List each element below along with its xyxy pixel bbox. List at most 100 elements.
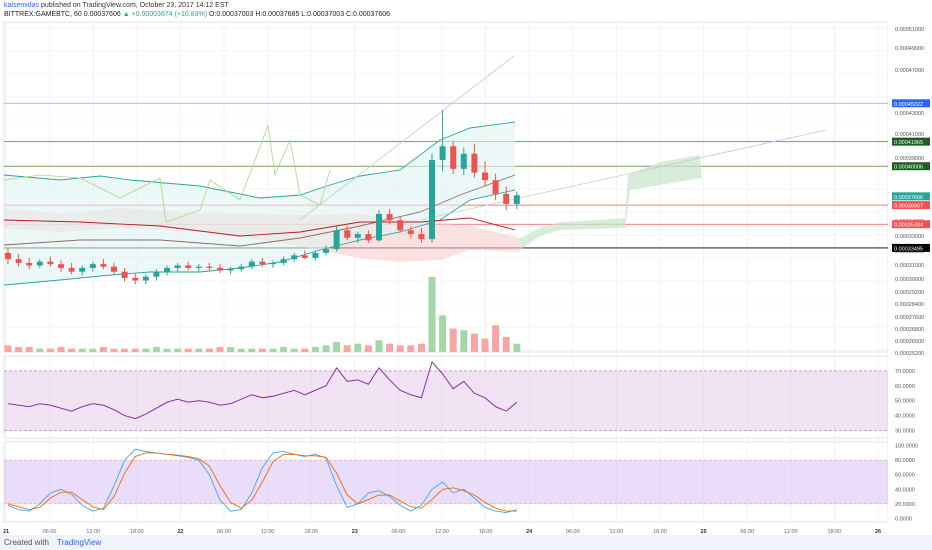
time-tick-label: 22 — [177, 529, 183, 535]
volume-bar — [195, 348, 203, 352]
volume-bar — [343, 345, 351, 352]
volume-bar — [205, 348, 213, 352]
candle-body — [344, 230, 351, 238]
publisher-line: kalsemidas published on TradingView.com,… — [4, 1, 229, 10]
candle-body — [248, 261, 255, 267]
candle-body — [132, 277, 139, 281]
price-marker-label: 0.00045022 — [894, 102, 923, 108]
volume-bar — [502, 337, 510, 352]
volume-bars — [4, 277, 521, 352]
price-tick-label: 0.00041000 — [895, 132, 924, 138]
volume-bar — [110, 348, 118, 352]
price-tick-label: 0.00026000 — [895, 339, 924, 345]
cloud-bullish — [520, 155, 702, 250]
volume-bar — [121, 348, 129, 352]
candle-body — [5, 252, 11, 260]
volume-bar — [439, 315, 447, 352]
candle-body — [185, 265, 192, 268]
price-tick-label: 0.00039000 — [895, 156, 924, 162]
price-marker-label: 0.00033495 — [894, 246, 923, 252]
stochastic-pane[interactable] — [4, 448, 888, 514]
time-tick-label: 18:00 — [304, 529, 318, 535]
volume-bar — [364, 345, 372, 352]
candle-body — [164, 267, 170, 272]
volume-bar — [163, 348, 171, 352]
price-tick-label: 0.00049000 — [895, 46, 924, 52]
volume-bar — [417, 343, 425, 352]
volume-bar — [492, 325, 500, 352]
price-tick-label: 0.00028400 — [895, 302, 924, 308]
volume-bar — [46, 348, 54, 352]
tradingview-brand[interactable]: TradingView — [57, 538, 102, 547]
volume-bar — [25, 347, 33, 352]
volume-bar — [407, 345, 415, 352]
chart-canvas[interactable]: 0.00051000 0.00049000 0.00047000 0.00043000… — [0, 20, 932, 535]
stoch-tick-label: 40.0000 — [895, 487, 915, 493]
time-tick-label: 06:00 — [217, 529, 231, 535]
volume-bar — [301, 348, 309, 352]
volume-bar — [184, 348, 192, 352]
time-tick-label: 12:00 — [435, 529, 449, 535]
time-tick-label: 18:00 — [130, 529, 144, 535]
candle-body — [439, 146, 446, 161]
candle-body — [47, 261, 54, 265]
rsi-pane[interactable] — [4, 361, 888, 431]
volume-bar — [4, 345, 12, 352]
candle-body — [206, 266, 213, 268]
time-tick-label: 12:00 — [261, 529, 275, 535]
stoch-k-line — [7, 448, 517, 514]
price-tick-label: 0.00030000 — [895, 277, 924, 283]
stoch-tick-label: 0.0000 — [895, 516, 912, 522]
price-marker-label: 0.00037606 — [894, 195, 923, 201]
rsi-tick-label: 60.0000 — [895, 384, 915, 390]
candle-body — [386, 213, 393, 221]
rsi-tick-label: 30.0000 — [895, 429, 915, 435]
chart-area[interactable]: 0.00051000 0.00049000 0.00047000 0.00043000… — [0, 20, 932, 535]
candle-body — [111, 266, 117, 272]
volume-bar — [68, 348, 76, 352]
volume-bar — [428, 277, 436, 352]
volume-bar — [248, 348, 256, 352]
volume-bar — [449, 328, 457, 352]
last-price: 0.00037606 — [83, 11, 121, 18]
volume-bar — [174, 348, 182, 352]
rsi-tick-label: 70.0000 — [895, 369, 915, 375]
candle-body — [407, 230, 414, 235]
time-tick-label: 25 — [701, 529, 707, 535]
stoch-band — [4, 460, 888, 504]
candle-body — [418, 234, 425, 240]
time-tick-label: 18:00 — [479, 529, 493, 535]
price-axis[interactable]: 0.00051000 0.00049000 0.00047000 0.00043000… — [888, 22, 932, 522]
volume-bar — [57, 347, 65, 352]
time-tick-label: 06:00 — [392, 529, 406, 535]
stoch-tick-label: 80.0000 — [895, 458, 915, 464]
volume-bar — [78, 348, 86, 352]
price-change: ▲ +0.00003674 (+10.83%) — [122, 11, 208, 18]
stoch-tick-label: 100.0000 — [895, 444, 918, 450]
price-tick-label: 0.00033000 — [895, 234, 924, 240]
volume-bar — [311, 347, 319, 352]
candle-body — [280, 259, 287, 263]
price-marker — [892, 201, 930, 210]
volume-bar — [142, 348, 150, 352]
candle-body — [376, 213, 382, 241]
publisher-username[interactable]: kalsemidas — [4, 2, 40, 9]
kijun-line — [3, 217, 516, 237]
trendline-lower — [419, 129, 827, 221]
chikou-span — [3, 124, 331, 223]
time-tick-label: 23 — [352, 529, 358, 535]
symbol-info-line: BITTREX:GAMEBTC, 60 0.00037606 ▲ +0.0000… — [4, 10, 390, 19]
bollinger-basis — [3, 174, 516, 247]
candle-body — [482, 172, 488, 181]
candle-body — [227, 269, 234, 271]
price-marker — [892, 243, 930, 252]
time-axis[interactable]: 21 06:00 12:00 18:00 22 06:00 12:00 18:00 23 06:0… — [3, 529, 881, 535]
candle-body — [270, 262, 276, 265]
price-candles[interactable] — [5, 109, 520, 285]
volume-bar — [481, 338, 489, 352]
symbol-name[interactable]: BITTREX:GAMEBTC, 60 — [4, 11, 82, 18]
volume-bar — [152, 347, 160, 352]
price-marker — [892, 137, 930, 146]
candle-body — [354, 234, 361, 238]
price-marker-label: 0.00035384 — [894, 223, 923, 229]
